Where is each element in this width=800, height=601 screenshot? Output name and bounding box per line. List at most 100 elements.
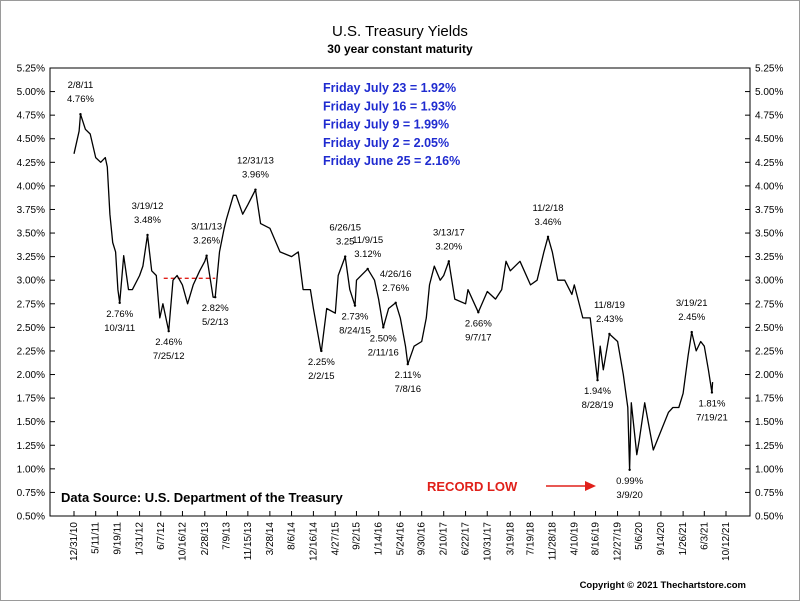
annotation-point <box>205 254 208 257</box>
x-tick-label: 9/30/16 <box>417 522 428 556</box>
y-tick-label-right: 3.25% <box>755 252 783 263</box>
y-tick-label-left: 3.50% <box>17 229 45 240</box>
x-tick-label: 7/9/13 <box>221 522 232 550</box>
y-tick-label-left: 5.00% <box>17 87 45 98</box>
annotation-date-label: 7/25/12 <box>153 351 185 362</box>
y-axis-right: 5.25% 5.00% 4.75% 4.50% 4.25% 4.00% 3.75% 3.50%… <box>745 64 783 523</box>
annotation-value-label: 2.82% <box>202 303 229 314</box>
friday-reading-text: Friday June 25 = 2.16% <box>323 154 460 168</box>
data-source-note: Data Source: U.S. Department of the Trea… <box>61 490 344 505</box>
y-tick-label-right: 4.50% <box>755 134 783 145</box>
annotation-value-label: 3.48% <box>134 215 161 226</box>
annotation-date-label: 3/19/21 <box>676 298 708 309</box>
y-tick-label-left: 2.50% <box>17 323 45 334</box>
annotation-point <box>596 378 599 382</box>
annotation-date-label: 8/28/19 <box>582 400 614 411</box>
x-tick-label: 12/16/14 <box>308 522 319 561</box>
y-tick-label-right: 2.00% <box>755 370 783 381</box>
friday-reading-text: Friday July 2 = 2.05% <box>323 136 449 150</box>
y-tick-label-right: 3.75% <box>755 205 783 216</box>
x-tick-label: 10/16/12 <box>177 522 188 561</box>
annotation-date-label: 2/8/11 <box>68 80 94 91</box>
annotation-value-label: 2.50% <box>370 333 397 344</box>
annotation-date-label: 4/26/16 <box>380 269 412 280</box>
annotation-point <box>353 304 357 307</box>
series-line <box>73 113 714 471</box>
annotation-point <box>254 188 257 191</box>
series-layer <box>73 113 714 471</box>
annotation-value-label: 2.43% <box>596 314 623 325</box>
annotation-point <box>447 260 451 263</box>
x-tick-label: 1/26/21 <box>678 522 689 556</box>
x-tick-label: 1/31/12 <box>135 522 146 556</box>
annotation-point <box>546 235 550 239</box>
annotation-date-label: 3/19/12 <box>132 201 164 212</box>
annotation-point <box>118 301 121 305</box>
y-tick-label-right: 0.50% <box>755 512 783 523</box>
annotation-value-label: 2.76% <box>382 283 409 294</box>
annotation-value-label: 2.46% <box>155 337 182 348</box>
annotation-point <box>477 311 480 314</box>
x-tick-label: 11/28/18 <box>547 522 558 561</box>
y-tick-label-right: 4.25% <box>755 158 783 169</box>
y-tick-label-left: 5.25% <box>17 64 45 75</box>
chart-subtitle: 30 year constant maturity <box>327 42 473 56</box>
y-tick-label-left: 2.25% <box>17 346 45 357</box>
y-tick-label-left: 1.50% <box>17 417 45 428</box>
x-tick-label: 5/6/20 <box>634 522 645 550</box>
annotation-date-label: 10/3/11 <box>104 323 135 334</box>
annotation-value-label: 4.76% <box>67 94 94 105</box>
friday-reading-text: Friday July 9 = 1.99% <box>323 118 449 132</box>
annotation-date-label: 11/2/18 <box>533 203 564 214</box>
x-tick-label: 9/14/20 <box>656 522 667 556</box>
y-tick-label-right: 4.00% <box>755 181 783 192</box>
y-tick-label-right: 1.75% <box>755 394 783 405</box>
x-tick-label: 9/19/11 <box>112 522 123 555</box>
annotation-date-label: 7/19/21 <box>696 412 728 423</box>
x-tick-label: 2/28/13 <box>200 522 211 556</box>
annotation-value-label: 1.81% <box>698 398 725 409</box>
annotation-point <box>214 295 217 299</box>
y-tick-label-right: 1.50% <box>755 417 783 428</box>
y-tick-label-left: 4.00% <box>17 181 45 192</box>
annotation-date-label: 3/11/13 <box>191 222 222 233</box>
annotation-value-label: 3.12% <box>354 249 381 260</box>
x-tick-label: 1/14/16 <box>374 522 385 556</box>
y-tick-label-right: 0.75% <box>755 488 783 499</box>
y-tick-label-left: 0.50% <box>17 512 45 523</box>
annotation-value-label: 1.94% <box>584 386 611 397</box>
annotation-point <box>343 255 347 258</box>
annotation-date-label: 11/9/15 <box>352 235 383 246</box>
y-tick-label-right: 2.50% <box>755 323 783 334</box>
friday-readings: Friday July 23 = 1.92% Friday July 16 = 1… <box>323 81 460 168</box>
x-tick-label: 4/10/19 <box>569 522 580 556</box>
annotation-value-label: 2.25% <box>308 357 335 368</box>
x-tick-label: 2/10/17 <box>439 522 450 556</box>
y-tick-label-right: 4.75% <box>755 111 783 122</box>
annotation-point <box>406 362 409 366</box>
annotation-date-label: 8/24/15 <box>339 326 371 337</box>
annotation-point <box>366 267 369 271</box>
annotation-value-label: 2.45% <box>678 312 705 323</box>
y-tick-label-right: 3.00% <box>755 276 783 287</box>
annotation-value-label: 3.25 <box>336 237 355 248</box>
y-tick-label-right: 2.25% <box>755 346 783 357</box>
y-tick-label-left: 0.75% <box>17 488 45 499</box>
y-tick-label-left: 3.00% <box>17 276 45 287</box>
x-tick-label: 6/3/21 <box>699 522 710 550</box>
x-tick-label: 11/15/13 <box>243 522 254 561</box>
y-tick-label-left: 1.00% <box>17 464 45 475</box>
annotation-date-label: 7/8/16 <box>395 384 421 395</box>
annotation-value-label: 0.99% <box>616 476 643 487</box>
annotation-point <box>79 113 82 116</box>
record-low-arrow-head <box>585 481 596 491</box>
copyright-note: Copyright © 2021 Thechartstore.com <box>580 580 746 591</box>
annotation-date-label: 3/13/17 <box>433 227 465 238</box>
annotation-point <box>628 468 631 471</box>
x-tick-label: 5/11/11 <box>91 522 102 554</box>
y-tick-label-right: 5.00% <box>755 87 783 98</box>
y-tick-label-left: 3.75% <box>17 205 45 216</box>
annotation-point <box>710 391 714 394</box>
annotation-point <box>608 332 611 336</box>
